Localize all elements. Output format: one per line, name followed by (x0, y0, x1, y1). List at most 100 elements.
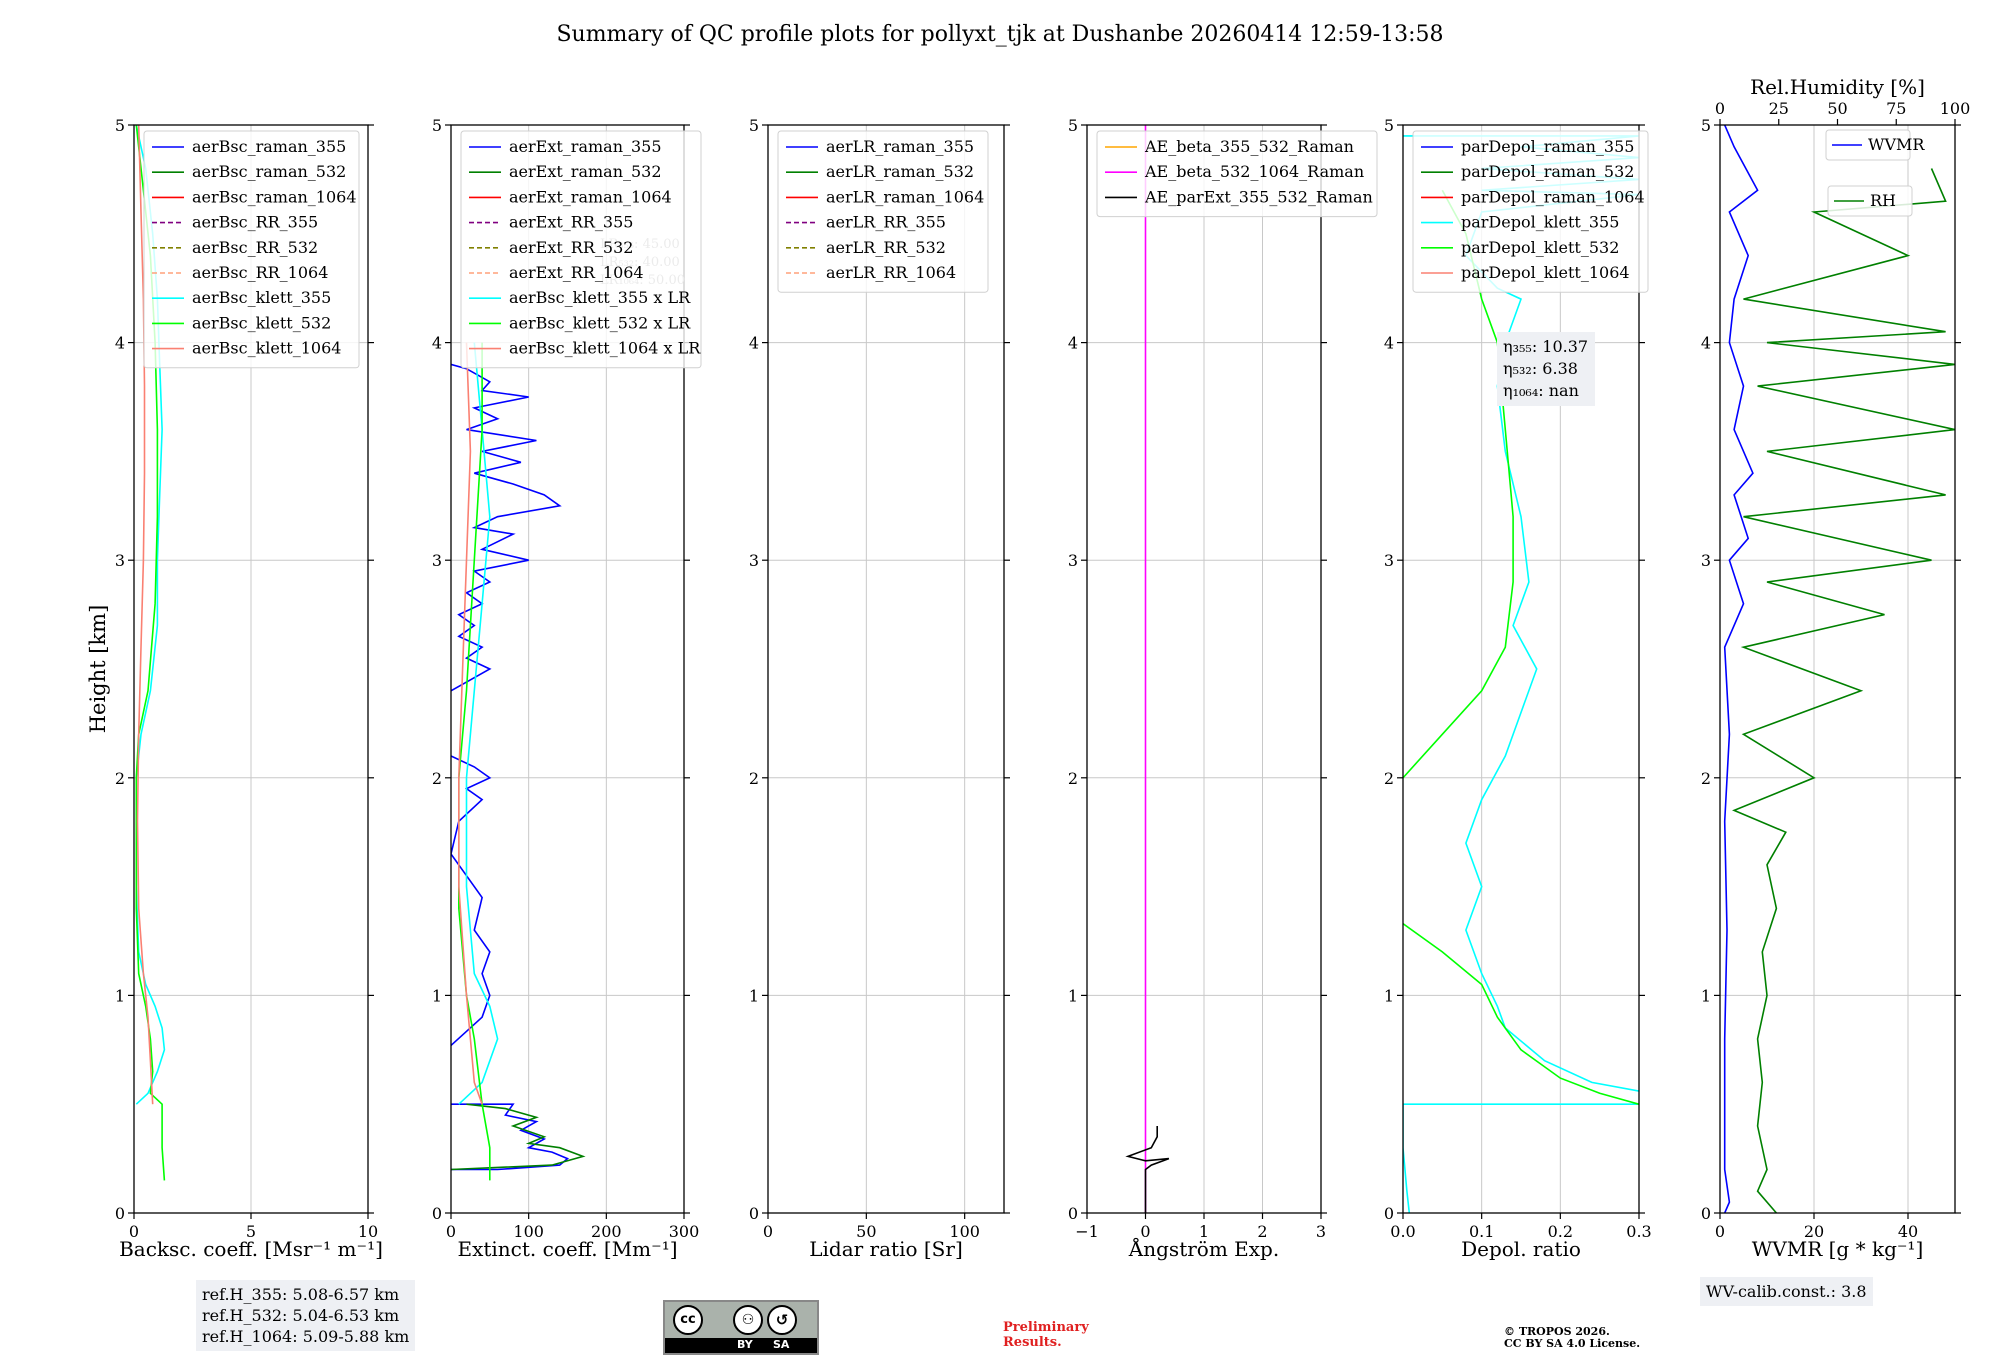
y-tick-label: 1 (749, 986, 759, 1005)
legend-label: parDepol_raman_532 (1461, 162, 1634, 181)
x-tick-label: 0 (129, 1222, 139, 1241)
eta-annotation: η₅₃₂: 6.38 (1503, 359, 1578, 378)
cc-license-badge: cc ⚇ ↺ BY SA (663, 1300, 819, 1355)
y-tick-label: 1 (1701, 986, 1711, 1005)
x-axis-label: WVMR [g * kg⁻¹] (1752, 1237, 1924, 1261)
y-tick-label: 5 (749, 116, 759, 135)
x-tick-label: 10 (358, 1222, 378, 1241)
y-tick-label: 1 (115, 986, 125, 1005)
copyright-line-2: CC BY SA 4.0 License. (1504, 1337, 1641, 1350)
y-tick-label: 5 (115, 116, 125, 135)
legend-label: AE_beta_532_1064_Raman (1144, 162, 1364, 181)
legend-label: aerLR_RR_1064 (826, 263, 956, 282)
eta-annotation: η₁₀₆₄: nan (1503, 381, 1579, 400)
eta-box (1497, 332, 1595, 406)
legend-label: aerBsc_klett_355 (192, 288, 331, 307)
y-tick-label: 2 (1068, 769, 1078, 788)
refh-532: ref.H_532: 5.04-6.53 km (202, 1306, 400, 1325)
x-tick-label: 2 (1257, 1222, 1267, 1241)
eta-annotation: η₃₅₅: 10.37 (1503, 337, 1588, 356)
y-tick-label: 5 (1701, 116, 1711, 135)
axes-frame (1719, 124, 1956, 1214)
legend-label: aerBsc_RR_355 (192, 213, 318, 232)
y-tick-label: 3 (115, 551, 125, 570)
series-line-klett_1064xLR (457, 342, 483, 1105)
preliminary-line-2: Results. (1003, 1335, 1062, 1350)
legend-label: aerExt_RR_355 (509, 213, 633, 232)
x-axis-label: Extinct. coeff. [Mm⁻¹] (457, 1237, 677, 1261)
legend-label: aerLR_RR_532 (826, 238, 946, 257)
series-group (1125, 125, 1170, 1213)
y-tick-label: 3 (1068, 551, 1078, 570)
legend-box (1827, 185, 1913, 217)
preliminary-line-1: Preliminary (1003, 1320, 1089, 1335)
y-tick-label: 2 (115, 769, 125, 788)
legend-label: aerBsc_raman_532 (192, 162, 346, 181)
legend-label: aerLR_raman_355 (826, 137, 974, 156)
x-tick-label: 0.3 (1626, 1222, 1651, 1241)
y-tick-label: 4 (1068, 334, 1078, 353)
x-tick-label: 1 (1199, 1222, 1209, 1241)
legend-label: parDepol_klett_1064 (1461, 263, 1630, 282)
y-tick-label: 0 (1384, 1204, 1394, 1223)
legend-label: RH (1870, 191, 1896, 210)
y-tick-label: 2 (1384, 769, 1394, 788)
axes-frame (767, 124, 1005, 1214)
wv-calib-text: WV-calib.const.: 3.8 (1706, 1282, 1867, 1301)
legend-label: WVMR (1868, 135, 1925, 154)
y-tick-label: 4 (1701, 334, 1711, 353)
x-tick-label: 3 (1316, 1222, 1326, 1241)
legend-label: aerExt_raman_1064 (509, 187, 672, 206)
legend-label: AE_beta_355_532_Raman (1144, 137, 1354, 156)
refh-1064: ref.H_1064: 5.09-5.88 km (202, 1327, 410, 1346)
y-axis-label: Height [km] (86, 605, 110, 734)
x2-axis-label: Rel.Humidity [%] (1750, 75, 1925, 99)
legend-label: aerExt_RR_1064 (509, 263, 644, 282)
series-group (1403, 135, 1639, 1213)
y-tick-label: 3 (432, 551, 442, 570)
series-group (451, 342, 586, 1181)
panel-wv: 0 20 40 0 1 2 3 4 5 WVMR [g * kg⁻¹] 0 25 50 75 100 Rel.… (1701, 75, 1970, 1261)
x-tick-label: 20 (1804, 1222, 1824, 1241)
series-line-WVMR (1723, 125, 1759, 1213)
panel-lr: 0 50 100 0 1 2 3 4 5 Lidar ratio [Sr] aerLR_raman_… (749, 116, 1010, 1261)
legend-label: aerBsc_raman_355 (192, 137, 346, 156)
by-person-icon: ⚇ (733, 1305, 763, 1335)
preliminary-note: Preliminary Results. (1003, 1320, 1089, 1350)
x2-tick-label: 100 (1940, 99, 1971, 118)
legend-label: aerBsc_klett_1064 (192, 339, 341, 358)
x-axis-label: Ångström Exp. (1128, 1236, 1279, 1261)
y-tick-label: 4 (749, 334, 759, 353)
y-tick-label: 0 (432, 1204, 442, 1223)
legend-label: parDepol_raman_1064 (1461, 187, 1645, 206)
x-axis-label: Lidar ratio [Sr] (809, 1237, 963, 1261)
series-line-parDepol_klett_355_low (1403, 1103, 1639, 1213)
x-tick-label: −1 (1075, 1222, 1099, 1241)
legend-label: aerBsc_klett_532 (192, 313, 331, 332)
figure-title: Summary of QC profile plots for pollyxt_… (556, 22, 1444, 47)
legend-label: parDepol_klett_532 (1461, 238, 1619, 257)
legend-box (143, 130, 360, 369)
y-tick-label: 3 (1701, 551, 1711, 570)
x-tick-label: 0.1 (1469, 1222, 1494, 1241)
x-axis-label: Backsc. coeff. [Msr⁻¹ m⁻¹] (119, 1237, 383, 1261)
y-tick-label: 5 (1384, 116, 1394, 135)
x-tick-label: 0.0 (1390, 1222, 1415, 1241)
legend-label: aerBsc_klett_1064 x LR (509, 339, 701, 358)
legend-label: parDepol_klett_355 (1461, 213, 1619, 232)
x-axis-label: Depol. ratio (1461, 1237, 1581, 1261)
y-tick-label: 2 (432, 769, 442, 788)
series-line-aerExt_raman_355_pbl (451, 1103, 570, 1171)
y-tick-label: 5 (1068, 116, 1078, 135)
y-tick-label: 2 (749, 769, 759, 788)
legend-box (460, 130, 702, 369)
series-group (1723, 125, 1955, 1213)
x2-tick-label: 50 (1827, 99, 1847, 118)
legend-box (1825, 129, 1911, 161)
reference-height-box: ref.H_355: 5.08-6.57 km ref.H_532: 5.04-… (196, 1280, 416, 1351)
axes-frame (1402, 124, 1640, 1214)
series-line-parDepol_klett_355 (1403, 135, 1639, 1092)
wv-calib-box: WV-calib.const.: 3.8 (1700, 1277, 1873, 1306)
